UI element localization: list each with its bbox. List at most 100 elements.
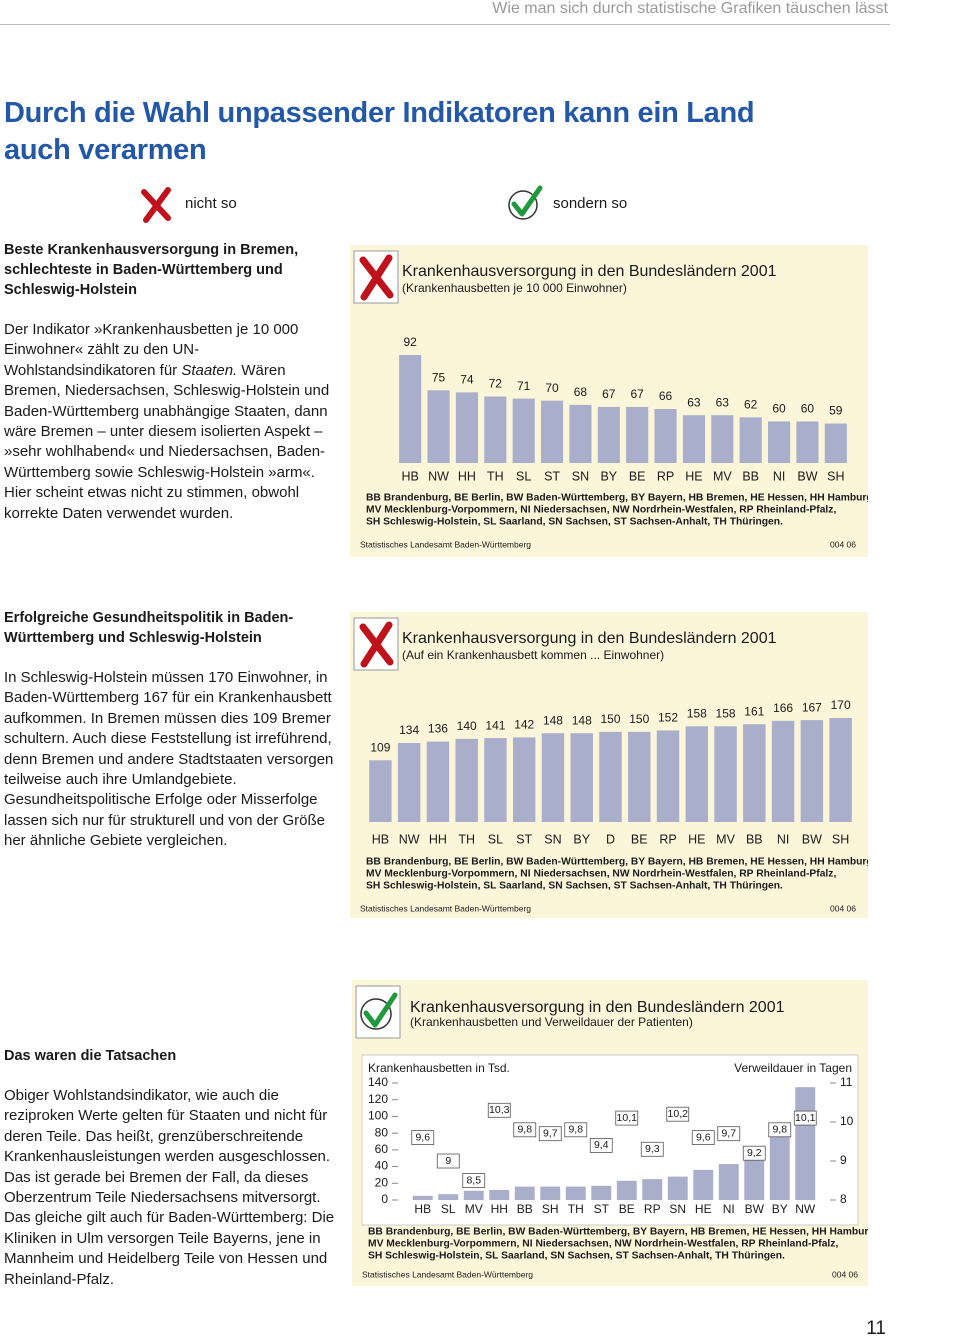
bar	[767, 421, 791, 463]
x-tick-label: SL	[441, 1202, 456, 1216]
y-tick-label: 80	[375, 1125, 389, 1139]
value-label: 75	[432, 370, 446, 384]
x-tick-label: BW	[745, 1202, 765, 1216]
bar	[512, 398, 535, 463]
footnote: MV Mecklenburg-Vorpommern, NI Niedersach…	[366, 869, 836, 880]
value-label: 10,2	[668, 1108, 689, 1120]
value-label: 8,5	[466, 1174, 481, 1186]
source: Statistisches Landesamt Baden-Württember…	[360, 539, 531, 549]
value-label: 9,6	[415, 1131, 430, 1143]
x-tick-label: SN	[572, 469, 589, 483]
y-tick-label: 40	[375, 1159, 389, 1173]
value-label: 152	[658, 711, 678, 725]
x-tick-label: HE	[688, 832, 705, 846]
source: Statistisches Landesamt Baden-Württember…	[362, 1269, 533, 1279]
section-body: Der Indikator »Krankenhausbetten je 10 0…	[4, 320, 340, 524]
wrong-label: nicht so	[185, 195, 237, 212]
footnote: BB Brandenburg, BE Berlin, BW Baden-Würt…	[366, 493, 868, 504]
value-label: 148	[572, 713, 592, 727]
value-box	[615, 1110, 639, 1126]
chart-subtitle: (Krankenhausbetten je 10 000 Einwohner)	[402, 281, 627, 295]
chart-panel: Krankenhausversorgung in den Bundeslände…	[352, 980, 868, 1286]
value-label: 136	[428, 722, 448, 736]
value-label: 10,1	[795, 1112, 816, 1124]
bar	[540, 400, 564, 463]
x-tick-label: HE	[695, 1202, 712, 1216]
value-label: 140	[457, 719, 477, 733]
x-tick-label: NI	[773, 469, 786, 483]
value-label: 10,1	[617, 1112, 638, 1124]
bar	[599, 731, 622, 822]
bar	[800, 720, 824, 822]
chart-title: Krankenhausversorgung in den Bundeslände…	[402, 630, 777, 647]
x-tick-label: BB	[746, 832, 763, 846]
footnote: SH Schleswig-Holstein, SL Saarland, SN S…	[368, 1251, 785, 1262]
value-box	[640, 1141, 664, 1157]
x-tick-label: TH	[458, 832, 475, 846]
wrong-icon	[353, 250, 399, 304]
x-tick-label: BY	[772, 1202, 788, 1216]
section-heading: Das waren die Tatsachen	[4, 1048, 177, 1064]
page-number: 11	[866, 1318, 886, 1339]
x-tick-label: ST	[594, 1202, 610, 1216]
bar	[682, 415, 706, 463]
value-label: 62	[744, 397, 758, 411]
footnote: SH Schleswig-Holstein, SL Saarland, SN S…	[366, 517, 783, 528]
value-box	[436, 1153, 460, 1169]
x-tick-label: SL	[516, 469, 531, 483]
value-label: 134	[399, 723, 419, 737]
value-label: 9,3	[645, 1143, 660, 1155]
bar	[711, 415, 734, 463]
right-label: sondern so	[553, 195, 628, 212]
x-tick-label: NW	[795, 1202, 816, 1216]
x-tick-label: ST	[516, 832, 532, 846]
value-box	[793, 1110, 817, 1126]
value-label: 71	[517, 379, 531, 393]
x-tick-label: BE	[631, 832, 648, 846]
value-label: 92	[404, 335, 418, 349]
bar	[541, 733, 565, 822]
chart-panel: Krankenhausversorgung in den Bundeslände…	[350, 612, 868, 918]
x-tick-label: SH	[542, 1202, 559, 1216]
y2-axis-title: Verweildauer in Tagen	[734, 1061, 852, 1075]
x-tick-label: NI	[777, 832, 790, 846]
header-rule	[0, 24, 890, 25]
bar	[616, 1180, 637, 1200]
x-tick-label: BY	[573, 832, 590, 846]
value-box	[538, 1126, 562, 1142]
bar	[771, 720, 795, 822]
wrong-icon	[353, 617, 399, 671]
y-tick-label: 0	[381, 1192, 388, 1206]
value-box	[462, 1173, 486, 1188]
footnote: BB Brandenburg, BE Berlin, BW Baden-Würt…	[366, 857, 868, 868]
x-tick-label: NW	[399, 832, 420, 846]
text: Der Indikator »Krankenhausbetten je 10 0…	[4, 321, 299, 379]
page-title: Durch die Wahl unpassender Indikatoren k…	[4, 95, 755, 169]
x-tick-label: MV	[465, 1202, 483, 1216]
value-label: 67	[602, 387, 616, 401]
y-tick-label: 100	[368, 1109, 388, 1123]
right-icon	[355, 985, 401, 1039]
x-tick-label: BE	[619, 1202, 635, 1216]
value-label: 148	[543, 713, 563, 727]
bar	[667, 1176, 688, 1200]
value-box	[717, 1126, 741, 1142]
bar	[626, 406, 649, 463]
wrong-icon	[141, 187, 171, 223]
x-tick-label: SH	[832, 832, 849, 846]
x-tick-label: NI	[723, 1202, 735, 1216]
value-label: 9,8	[772, 1124, 787, 1136]
bar	[744, 1150, 765, 1200]
bar	[714, 726, 737, 822]
x-tick-label: TH	[568, 1202, 584, 1216]
x-tick-label: HH	[458, 469, 476, 483]
y2-tick-label: 9	[840, 1153, 847, 1167]
value-box	[513, 1122, 537, 1138]
bar	[463, 1190, 484, 1200]
x-tick-label: HB	[372, 832, 389, 846]
x-tick-label: D	[606, 832, 615, 846]
chart-subtitle: (Auf ein Krankenhausbett kommen ... Einw…	[402, 648, 664, 662]
running-header: Wie man sich durch statistische Grafiken…	[492, 0, 888, 17]
value-label: 72	[489, 377, 503, 391]
